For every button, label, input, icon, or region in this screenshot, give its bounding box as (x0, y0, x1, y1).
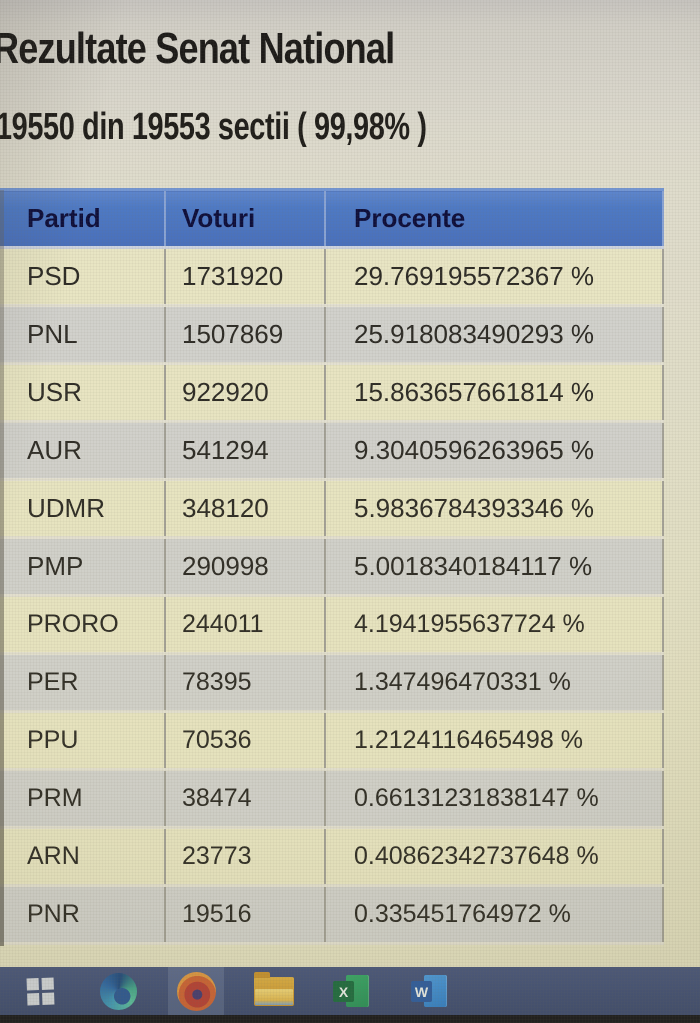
party-cell: USR (0, 363, 166, 423)
votes-cell: 19516 (165, 885, 326, 945)
percent-cell: 1.2124116465498 % (325, 711, 664, 771)
votes-cell: 38474 (165, 769, 326, 829)
excel-icon: X (332, 973, 372, 1009)
table-left-border (0, 190, 4, 946)
percent-cell: 29.769195572367 % (325, 247, 664, 307)
votes-cell: 23773 (165, 827, 326, 887)
taskbar-button-firefox[interactable] (168, 967, 224, 1015)
page-title: Rezultate Senat National (0, 24, 395, 73)
votes-cell: 78395 (165, 653, 326, 713)
table-row: PPU 70536 1.2124116465498 % (0, 711, 664, 771)
party-cell: PNL (0, 305, 166, 365)
votes-cell: 244011 (165, 595, 326, 655)
firefox-browser-icon (176, 971, 216, 1011)
word-letter: W (411, 981, 432, 1002)
votes-cell: 1507869 (165, 305, 326, 365)
percent-cell: 9.3040596263965 % (325, 421, 664, 481)
table-row: ARN 23773 0.40862342737648 % (0, 827, 664, 887)
taskbar-button-edge[interactable] (90, 967, 146, 1015)
table-row: PRORO 244011 4.1941955637724 % (0, 595, 664, 655)
party-cell: PRORO (0, 595, 166, 655)
percent-cell: 5.0018340184117 % (325, 537, 664, 597)
column-header-voturi: Voturi (165, 188, 326, 249)
taskbar-button-excel[interactable]: X (324, 967, 380, 1015)
party-cell: AUR (0, 421, 166, 481)
word-icon: W (410, 973, 450, 1009)
votes-cell: 922920 (165, 363, 326, 423)
windows-start-icon (26, 977, 54, 1005)
table-row: PRM 38474 0.66131231838147 % (0, 769, 664, 829)
votes-cell: 290998 (165, 537, 326, 597)
table-row: UDMR 348120 5.9836784393346 % (0, 479, 664, 539)
votes-cell: 70536 (165, 711, 326, 771)
file-explorer-icon (254, 971, 294, 1006)
table-row: PER 78395 1.347496470331 % (0, 653, 664, 713)
table-row: AUR 541294 9.3040596263965 % (0, 421, 664, 481)
results-table: Partid Voturi Procente PSD 1731920 29.76… (0, 188, 664, 945)
percent-cell: 0.40862342737648 % (325, 827, 664, 887)
party-cell: PSD (0, 247, 166, 307)
percent-cell: 4.1941955637724 % (325, 595, 664, 655)
party-cell: PRM (0, 769, 166, 829)
taskbar-button-word[interactable]: W (402, 967, 458, 1015)
table-row: USR 922920 15.863657661814 % (0, 363, 664, 423)
party-cell: PNR (0, 885, 166, 945)
taskbar-button-explorer[interactable] (246, 967, 302, 1015)
percent-cell: 15.863657661814 % (325, 363, 664, 423)
column-header-partid: Partid (0, 188, 166, 249)
sections-progress: 19550 din 19553 sectii ( 99,98% ) (0, 106, 427, 148)
results-table-header: Partid Voturi Procente (0, 188, 664, 249)
percent-cell: 5.9836784393346 % (325, 479, 664, 539)
party-cell: PMP (0, 537, 166, 597)
percent-cell: 1.347496470331 % (325, 653, 664, 713)
table-row: PNL 1507869 25.918083490293 % (0, 305, 664, 365)
party-cell: PER (0, 653, 166, 713)
table-row: PNR 19516 0.335451764972 % (0, 885, 664, 945)
votes-cell: 348120 (165, 479, 326, 539)
percent-cell: 0.66131231838147 % (325, 769, 664, 829)
header-row: Partid Voturi Procente (0, 188, 664, 249)
results-table-body: PSD 1731920 29.769195572367 % PNL 150786… (0, 247, 664, 945)
screen-bottom-bezel (0, 1015, 700, 1023)
excel-letter: X (333, 981, 354, 1002)
votes-cell: 541294 (165, 421, 326, 481)
percent-cell: 0.335451764972 % (325, 885, 664, 945)
party-cell: UDMR (0, 479, 166, 539)
table-row: PMP 290998 5.0018340184117 % (0, 537, 664, 597)
table-row: PSD 1731920 29.769195572367 % (0, 247, 664, 307)
edge-browser-icon (99, 972, 137, 1010)
percent-cell: 25.918083490293 % (325, 305, 664, 365)
party-cell: PPU (0, 711, 166, 771)
taskbar-button-start[interactable] (12, 967, 68, 1015)
votes-cell: 1731920 (165, 247, 326, 307)
column-header-procente: Procente (325, 188, 664, 249)
party-cell: ARN (0, 827, 166, 887)
taskbar: X W (0, 967, 700, 1015)
